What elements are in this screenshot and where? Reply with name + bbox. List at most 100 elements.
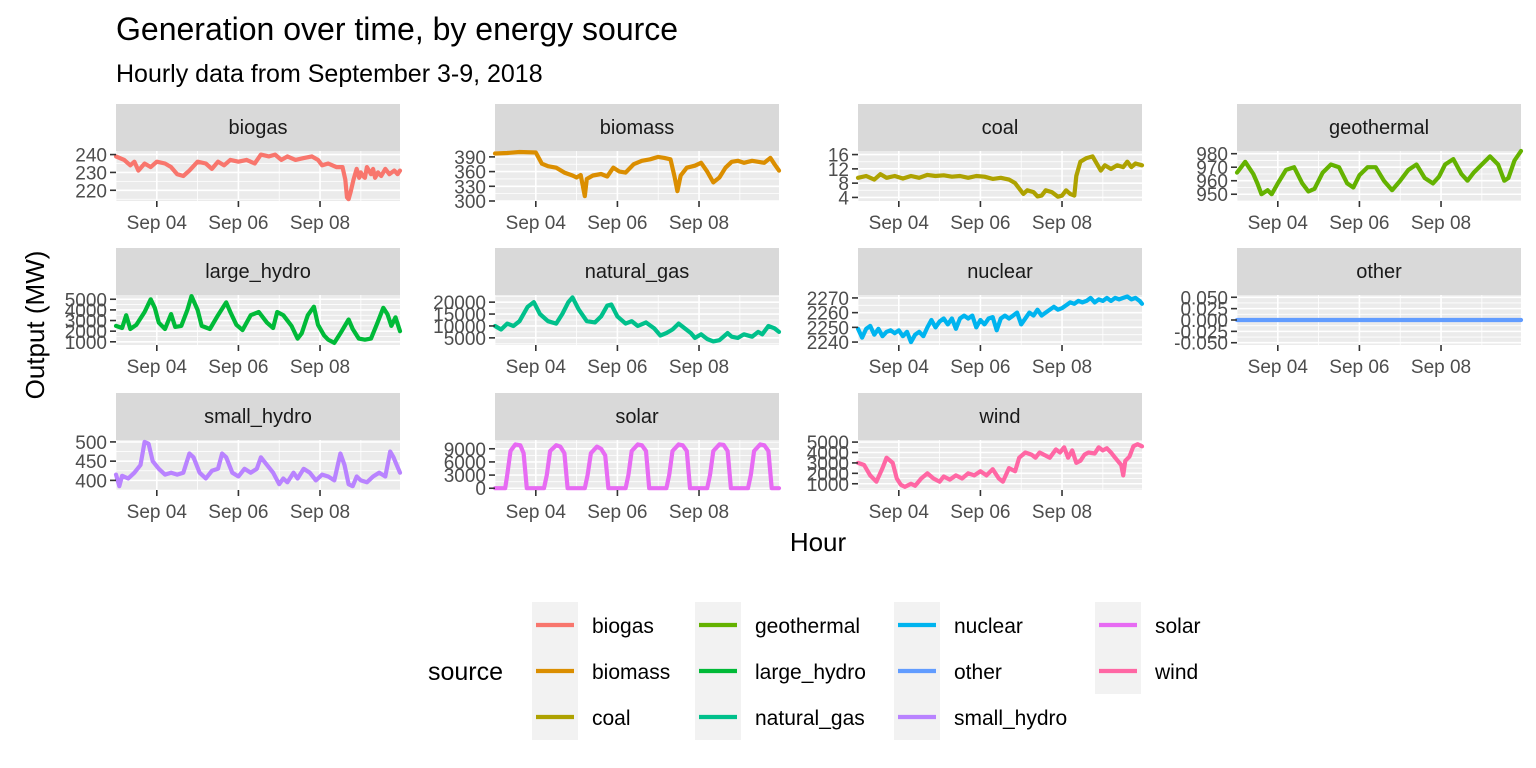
y-tick-label: 5000 (807, 433, 849, 454)
legend-label: coal (592, 707, 631, 730)
series-line-small_hydro (113, 439, 403, 489)
series-line-biomass (492, 149, 782, 199)
chart-title: Generation over time, by energy source (116, 11, 678, 47)
x-tick-label: Sep 04 (506, 213, 567, 234)
series-line-solar (492, 442, 782, 491)
y-tick-label: 3000 (807, 454, 849, 475)
x-tick-label: Sep 06 (950, 502, 1010, 523)
x-tick-label: Sep 06 (208, 357, 268, 378)
legend-title: source (428, 658, 503, 686)
x-tick-label: Sep 06 (1329, 357, 1389, 378)
y-tick-label: 2260 (807, 304, 849, 325)
y-tick-label: 970 (1196, 158, 1228, 179)
legend-label: other (954, 661, 1002, 684)
x-tick-label: Sep 08 (1032, 502, 1092, 523)
x-axis-title: Hour (790, 527, 847, 557)
y-tick-label: 0.050 (1180, 288, 1228, 309)
legend-item-geothermal: geothermal (695, 602, 860, 648)
series-line-wind (855, 442, 1145, 489)
y-tick-label: 12 (828, 160, 849, 181)
y-tick-label: 2240 (807, 333, 849, 354)
x-tick-label: Sep 04 (506, 502, 567, 523)
y-axis-title: Output (MW) (20, 251, 50, 400)
facet-strip (495, 104, 779, 151)
facet-strip (116, 248, 400, 295)
legend-label: large_hydro (755, 661, 866, 684)
y-tick-label: 3000 (65, 312, 107, 333)
y-tick-label: 4000 (65, 301, 107, 322)
facet-label: biomass (600, 117, 674, 139)
facet-strip (858, 248, 1142, 295)
x-tick-label: Sep 08 (1032, 213, 1092, 234)
facet-label: other (1356, 261, 1402, 283)
x-tick-label: Sep 04 (127, 357, 188, 378)
y-tick-label: 360 (454, 163, 486, 184)
y-tick-label: -0.025 (1174, 322, 1228, 343)
legend-label: solar (1155, 615, 1201, 638)
legend: source biogas biomass coal geothermal large_… (428, 602, 1201, 740)
facet-label: natural_gas (585, 261, 690, 283)
x-tick-label: Sep 06 (208, 502, 268, 523)
y-tick-label: 300 (454, 192, 486, 213)
legend-label: biogas (592, 615, 654, 638)
y-tick-label: 16 (828, 146, 849, 167)
y-tick-label: 400 (75, 471, 107, 492)
facet-strip (116, 393, 400, 440)
y-tick-label: 2000 (65, 322, 107, 343)
y-tick-label: 6000 (444, 453, 486, 474)
legend-item-biogas: biogas (532, 602, 654, 648)
facet-label: coal (982, 117, 1019, 139)
y-tick-label: 0 (475, 479, 486, 500)
facet-label: large_hydro (205, 261, 311, 283)
legend-label: geothermal (755, 615, 860, 638)
legend-label: wind (1154, 661, 1198, 684)
y-tick-label: 8 (838, 174, 849, 195)
y-tick-label: 3000 (444, 466, 486, 487)
x-tick-label: Sep 04 (869, 213, 930, 234)
x-tick-label: Sep 08 (669, 357, 729, 378)
x-tick-label: Sep 08 (290, 357, 350, 378)
facet-label: small_hydro (204, 406, 312, 428)
legend-item-biomass: biomass (532, 648, 670, 694)
y-tick-label: 15000 (433, 305, 486, 326)
legend-item-large_hydro: large_hydro (695, 648, 866, 694)
x-tick-label: Sep 08 (669, 502, 729, 523)
facet-label: biogas (229, 117, 288, 139)
y-tick-label: 9000 (444, 440, 486, 461)
x-tick-label: Sep 04 (1248, 357, 1309, 378)
y-tick-label: 1000 (65, 333, 107, 354)
legend-item-wind: wind (1095, 648, 1198, 694)
legend-label: natural_gas (755, 707, 865, 730)
y-tick-label: 20000 (433, 293, 486, 314)
y-tick-label: 960 (1196, 172, 1228, 193)
x-tick-label: Sep 04 (127, 502, 188, 523)
y-tick-label: 5000 (65, 290, 107, 311)
facet-strip (1237, 104, 1521, 151)
y-tick-label: 220 (75, 181, 107, 202)
legend-label: nuclear (954, 615, 1023, 638)
x-tick-label: Sep 08 (1032, 357, 1092, 378)
x-tick-label: Sep 06 (1329, 213, 1389, 234)
y-tick-label: 230 (75, 163, 107, 184)
x-tick-label: Sep 08 (669, 213, 729, 234)
x-tick-label: Sep 04 (506, 357, 567, 378)
y-tick-label: 450 (75, 452, 107, 473)
x-tick-label: Sep 06 (587, 213, 647, 234)
x-tick-label: Sep 06 (587, 502, 647, 523)
x-tick-label: Sep 06 (950, 357, 1010, 378)
y-tick-label: 2250 (807, 318, 849, 339)
y-tick-label: -0.050 (1174, 334, 1228, 355)
facet-label: nuclear (967, 261, 1033, 283)
y-tick-label: 1000 (807, 475, 849, 496)
legend-label: small_hydro (954, 707, 1067, 730)
y-tick-label: 950 (1196, 185, 1228, 206)
